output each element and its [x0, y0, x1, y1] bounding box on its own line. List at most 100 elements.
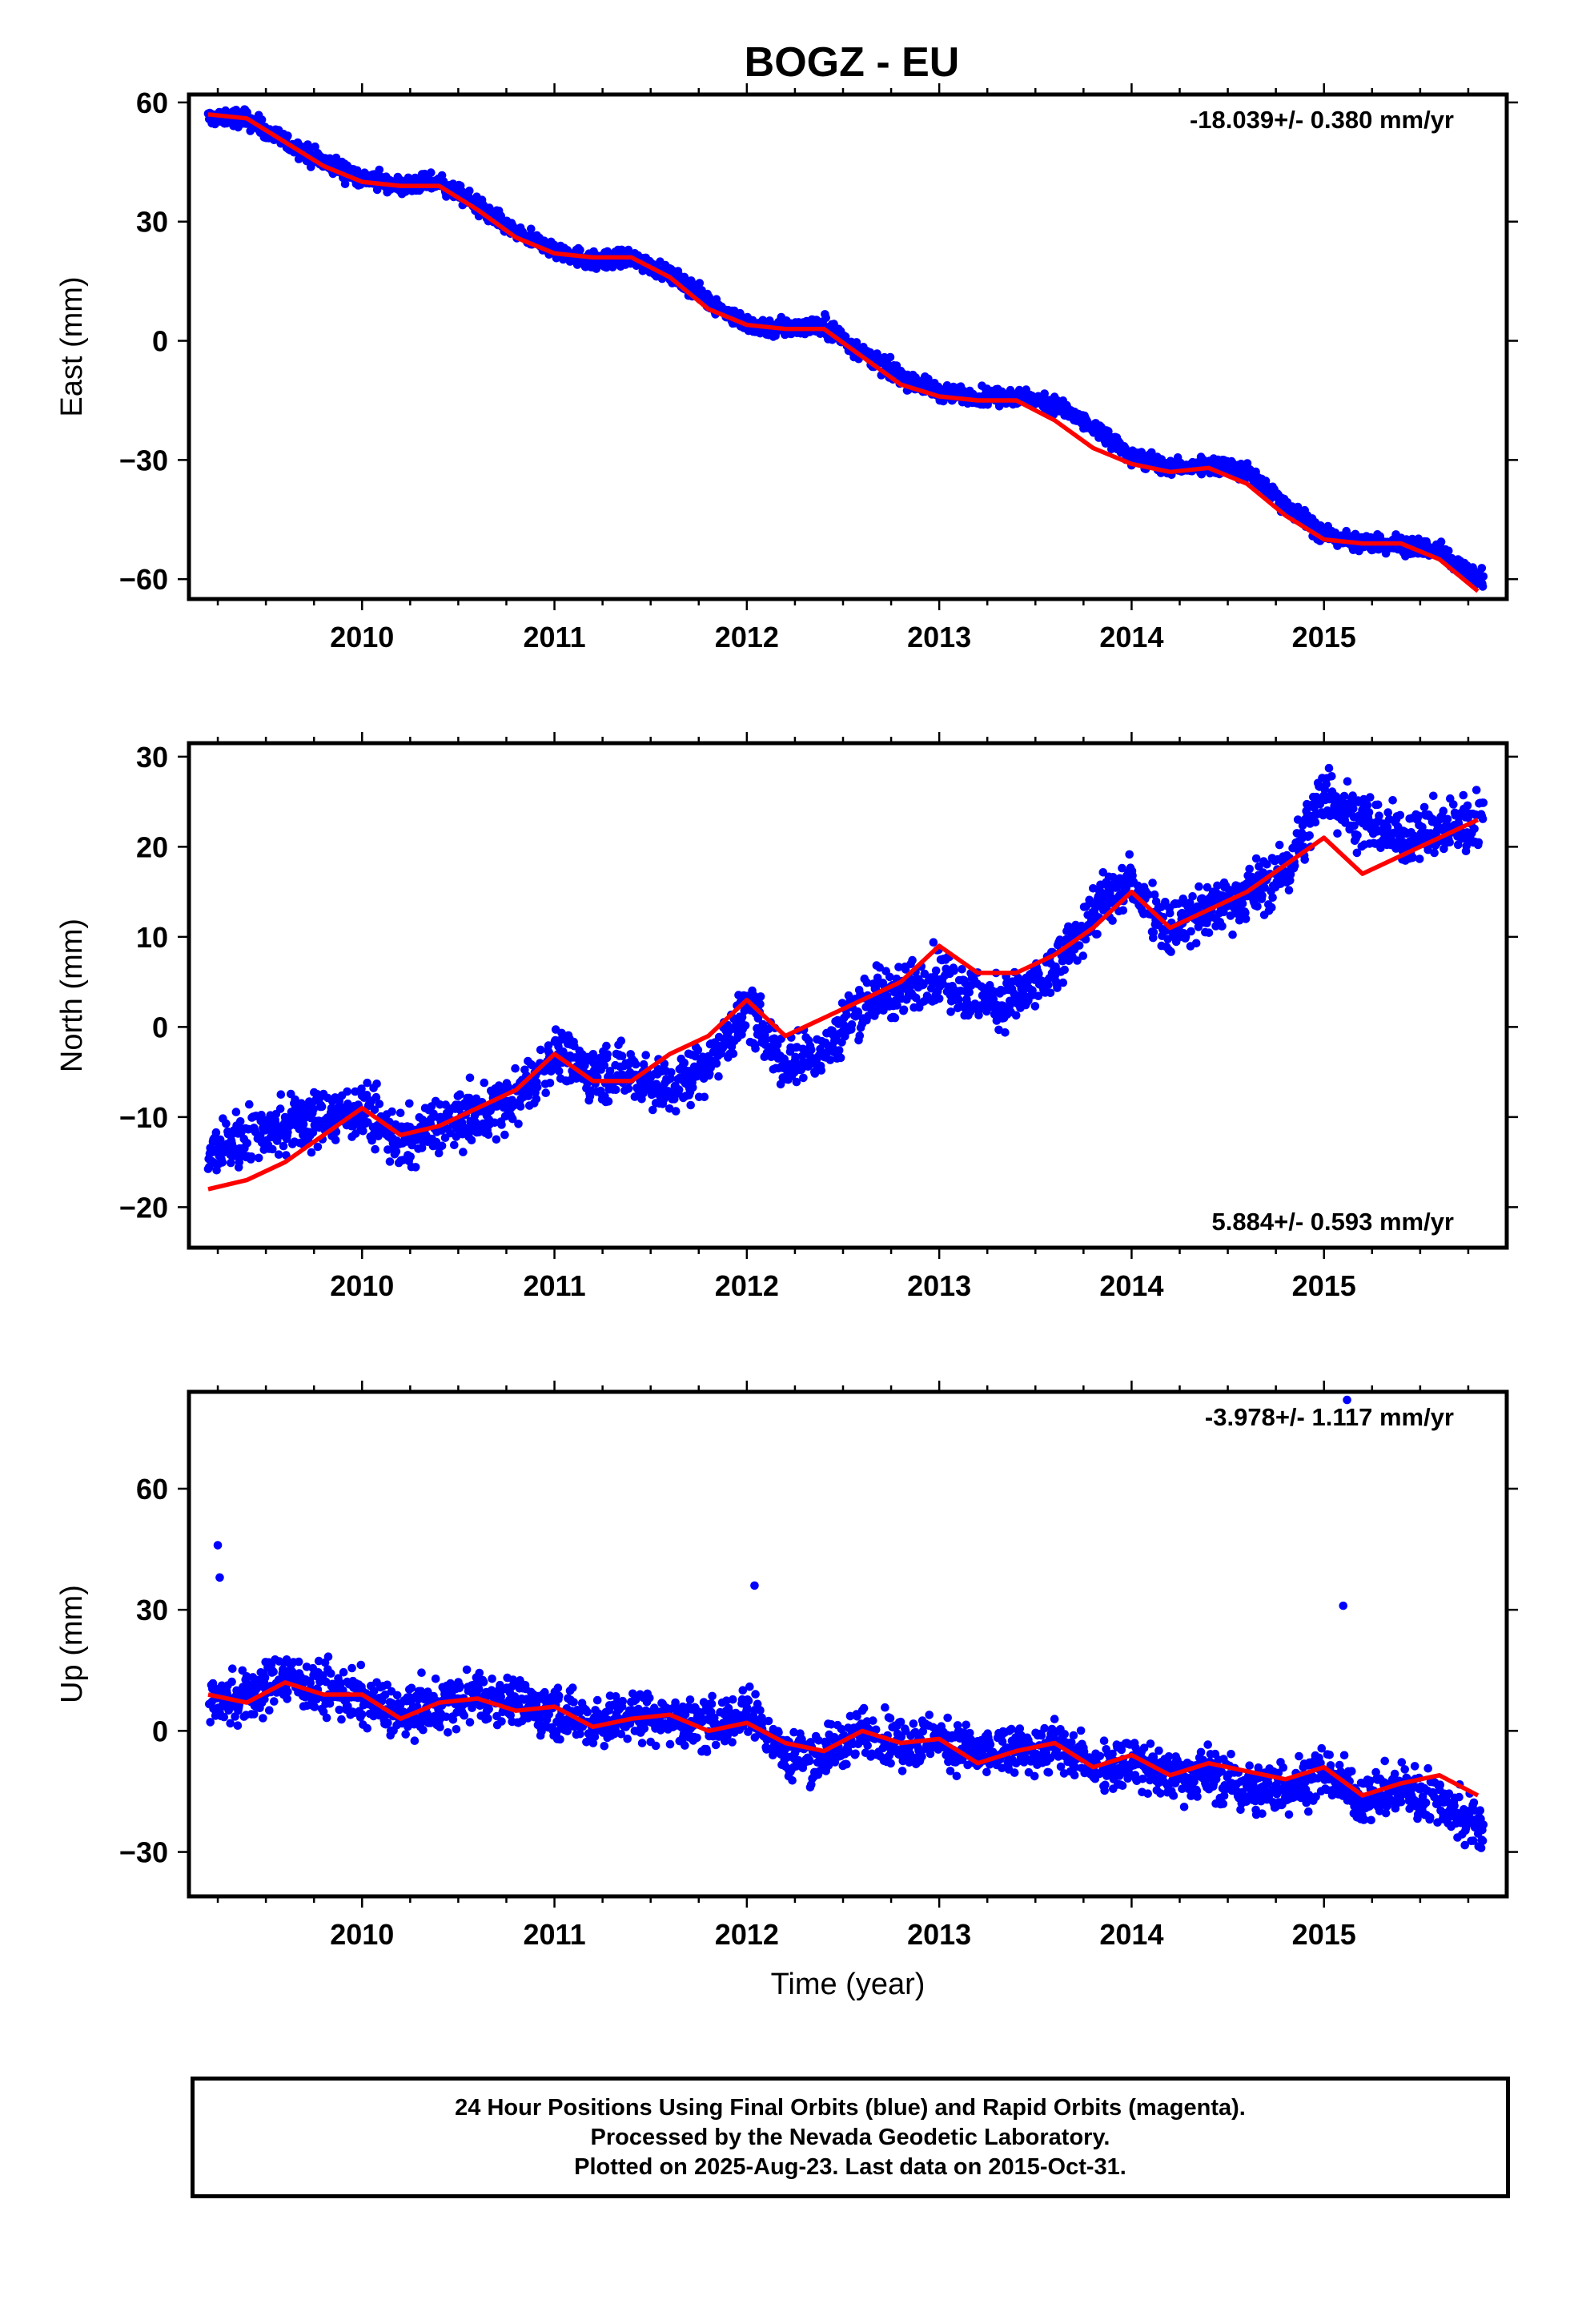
position-dot: [407, 1683, 416, 1693]
position-dot: [268, 1144, 277, 1154]
position-dot: [982, 1007, 991, 1016]
x-tick-label: 2013: [907, 621, 971, 653]
position-dot: [816, 329, 825, 339]
position-dot: [500, 1130, 509, 1140]
position-dot: [855, 1031, 865, 1040]
position-dot: [319, 1671, 327, 1680]
position-dot: [311, 142, 319, 151]
position-dot: [1423, 845, 1432, 854]
y-axis-label: North (mm): [55, 919, 89, 1072]
position-dot: [920, 969, 930, 979]
position-dot: [1472, 786, 1481, 794]
position-dot: [1284, 886, 1294, 895]
position-dot: [741, 1021, 750, 1030]
x-tick-label: 2010: [330, 621, 394, 653]
position-dot: [1470, 824, 1479, 834]
position-dot: [325, 1699, 335, 1708]
position-dot: [1058, 978, 1068, 987]
position-dot: [603, 1050, 612, 1059]
position-dot: [357, 1710, 367, 1719]
position-dot: [514, 1120, 523, 1128]
observed-positions: [203, 763, 1488, 1175]
position-dot: [890, 1013, 900, 1023]
position-dot: [617, 1051, 627, 1060]
position-dot: [265, 1706, 274, 1715]
position-dot: [323, 1652, 333, 1661]
position-dot: [544, 1710, 553, 1719]
position-dot: [269, 1667, 278, 1676]
position-dot: [1128, 871, 1137, 880]
rate-label: -18.039+/- 0.380 mm/yr: [1190, 106, 1454, 134]
position-dot: [465, 1073, 475, 1083]
position-dot: [1166, 908, 1174, 918]
position-dot: [437, 1141, 447, 1151]
position-dot: [231, 1108, 241, 1116]
position-dot: [893, 1001, 901, 1010]
position-dot: [343, 1087, 352, 1096]
y-tick-label: 10: [136, 921, 168, 954]
position-dot: [1430, 848, 1439, 858]
position-dot: [283, 131, 292, 140]
position-dot: [1443, 814, 1452, 824]
y-tick-label: 60: [136, 86, 168, 119]
position-dot: [459, 1148, 468, 1156]
position-dot: [545, 1079, 555, 1088]
position-dot: [689, 1083, 697, 1092]
position-dot: [227, 1677, 236, 1687]
position-dot: [343, 1702, 352, 1711]
position-dot: [1118, 863, 1126, 873]
position-dot: [313, 1142, 323, 1152]
x-tick-label: 2012: [715, 1269, 779, 1302]
plot-frame: [187, 92, 1509, 601]
position-dot: [1449, 800, 1458, 809]
position-dot: [467, 1136, 476, 1145]
observed-positions: [204, 1395, 1488, 1852]
position-dot: [894, 963, 903, 971]
position-dot: [340, 179, 350, 188]
position-dot: [465, 1718, 475, 1727]
position-dot: [1408, 853, 1417, 862]
position-dot: [1339, 791, 1349, 801]
position-dot: [260, 1673, 270, 1683]
position-dot: [235, 1117, 245, 1126]
position-dot: [310, 1703, 319, 1711]
position-dot: [616, 1036, 626, 1045]
position-dot: [1327, 772, 1336, 781]
position-dot: [1078, 951, 1088, 960]
position-dot: [1074, 941, 1084, 950]
position-dot: [929, 938, 938, 947]
y-tick-label: −30: [119, 444, 168, 476]
position-dot: [392, 1691, 402, 1700]
x-tick-label: 2011: [524, 621, 586, 653]
position-dot: [222, 1119, 231, 1128]
position-dot: [291, 1095, 299, 1104]
position-dot: [356, 1660, 366, 1670]
position-dot: [367, 1136, 376, 1145]
position-dot: [452, 1725, 461, 1734]
position-dot: [250, 1710, 259, 1719]
position-dot: [756, 992, 765, 1001]
position-dot: [383, 1145, 392, 1154]
position-dot: [540, 1687, 549, 1697]
position-dot: [792, 1077, 801, 1087]
position-dot: [1268, 893, 1277, 903]
position-dot: [862, 978, 872, 987]
position-dot: [380, 1690, 390, 1699]
position-dot: [228, 1664, 237, 1673]
position-dot: [1011, 1011, 1021, 1020]
position-dot: [821, 313, 830, 323]
position-dot: [836, 1053, 845, 1063]
position-dot: [396, 1108, 405, 1118]
position-dot: [406, 1152, 415, 1161]
position-dot: [1044, 980, 1053, 990]
x-tick-label: 2014: [1099, 621, 1163, 653]
position-dot: [817, 1066, 826, 1075]
position-dot: [480, 1078, 489, 1088]
position-dot: [283, 1687, 292, 1696]
position-dot: [383, 1680, 392, 1690]
position-dot: [1051, 962, 1060, 971]
y-tick-label: −20: [119, 1191, 168, 1224]
figure-title: BOGZ - EU: [745, 39, 960, 86]
position-dot: [462, 1102, 472, 1112]
